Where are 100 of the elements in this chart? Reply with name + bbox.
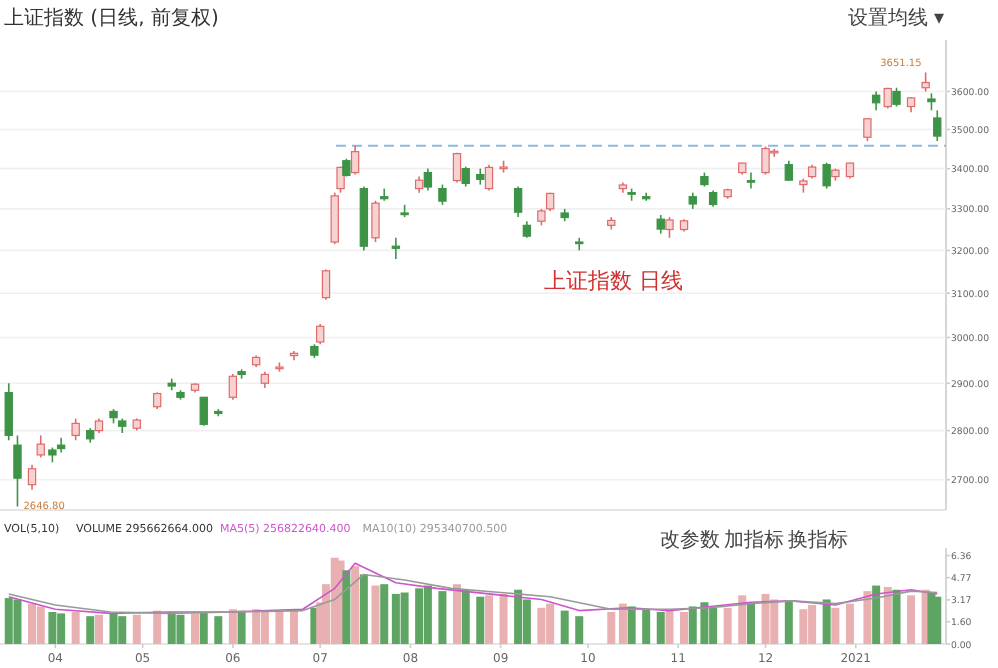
bar bbox=[872, 585, 881, 644]
candlestick bbox=[656, 214, 665, 235]
bar bbox=[167, 612, 176, 644]
bar bbox=[476, 596, 485, 644]
bar bbox=[461, 589, 470, 644]
bar bbox=[560, 610, 569, 644]
bar bbox=[845, 603, 854, 644]
bar bbox=[252, 609, 261, 644]
bar bbox=[738, 595, 747, 644]
bar bbox=[36, 606, 45, 644]
candlestick bbox=[784, 159, 794, 182]
bar bbox=[618, 603, 627, 644]
bar bbox=[289, 609, 298, 644]
chart-title: 上证指数 (日线, 前复权) bbox=[4, 6, 219, 30]
candlestick bbox=[315, 323, 325, 346]
annotation: 换指标 bbox=[788, 528, 848, 552]
bar bbox=[863, 591, 872, 644]
bar bbox=[109, 613, 118, 644]
bar bbox=[28, 603, 37, 644]
bar bbox=[627, 606, 636, 644]
bar bbox=[275, 610, 284, 644]
bar bbox=[48, 612, 57, 644]
bar bbox=[351, 566, 360, 644]
bar bbox=[13, 599, 22, 644]
bar bbox=[770, 599, 779, 644]
candlestick bbox=[665, 216, 674, 239]
candlestick bbox=[892, 86, 901, 108]
bar bbox=[237, 610, 246, 644]
bar bbox=[228, 609, 237, 644]
bar bbox=[153, 610, 162, 644]
candlestick bbox=[933, 109, 942, 142]
candlestick bbox=[13, 434, 22, 508]
candlestick bbox=[513, 185, 523, 218]
bar bbox=[746, 603, 755, 644]
text: 设置均线 ▾ bbox=[847, 6, 944, 30]
bar bbox=[485, 595, 494, 644]
bar bbox=[822, 599, 831, 644]
bar bbox=[342, 570, 351, 644]
candlestick bbox=[461, 165, 470, 188]
bar bbox=[132, 614, 141, 644]
bar bbox=[176, 614, 185, 644]
bar bbox=[723, 607, 732, 644]
annotation: 加指标 bbox=[724, 528, 784, 552]
candlestick bbox=[438, 183, 447, 206]
annotation: 改参数 bbox=[660, 528, 720, 552]
bar bbox=[400, 592, 409, 644]
bar bbox=[656, 612, 665, 644]
candlestick bbox=[423, 167, 433, 192]
bar bbox=[438, 591, 447, 644]
bar bbox=[71, 612, 80, 644]
bar bbox=[118, 616, 127, 644]
bar bbox=[4, 598, 13, 644]
candlestick bbox=[36, 434, 45, 459]
bar bbox=[191, 613, 200, 644]
bar bbox=[665, 610, 674, 644]
bar bbox=[907, 595, 916, 644]
bar bbox=[892, 589, 901, 644]
candlestick bbox=[71, 417, 80, 442]
annotation: 上证指数 日线 bbox=[544, 268, 683, 294]
candlestick bbox=[452, 152, 462, 184]
bar bbox=[452, 584, 461, 644]
bar bbox=[380, 584, 389, 644]
candlestick bbox=[27, 463, 37, 491]
candlestick bbox=[380, 187, 389, 202]
bar bbox=[371, 585, 380, 644]
candlestick bbox=[391, 237, 401, 260]
bar bbox=[680, 612, 689, 644]
candlestick bbox=[371, 199, 380, 243]
candlestick bbox=[4, 382, 13, 442]
candlestick bbox=[228, 373, 238, 401]
candlestick bbox=[336, 165, 345, 194]
line-series bbox=[7, 573, 939, 615]
candlestick bbox=[484, 163, 494, 192]
candlestick bbox=[321, 268, 331, 301]
line-series bbox=[7, 562, 939, 615]
candlestick bbox=[199, 396, 208, 427]
candlestick bbox=[921, 71, 930, 93]
candlestick bbox=[330, 191, 339, 245]
bar bbox=[642, 609, 651, 644]
bar bbox=[260, 612, 269, 644]
bar bbox=[883, 586, 892, 644]
candlestick bbox=[575, 237, 584, 252]
bar bbox=[761, 593, 770, 644]
bar bbox=[933, 596, 942, 644]
candlestick bbox=[822, 161, 831, 190]
bar bbox=[607, 612, 616, 644]
bar bbox=[537, 607, 546, 644]
bar bbox=[499, 593, 508, 644]
bar bbox=[423, 585, 432, 644]
candlestick bbox=[746, 171, 756, 190]
bar bbox=[359, 574, 368, 644]
bar bbox=[415, 588, 424, 644]
bar bbox=[799, 609, 808, 644]
bar bbox=[94, 614, 103, 644]
bar bbox=[199, 612, 208, 644]
bar bbox=[514, 589, 523, 644]
bar bbox=[575, 616, 584, 644]
bar bbox=[831, 607, 840, 644]
bar bbox=[784, 600, 793, 644]
bar bbox=[86, 616, 95, 644]
